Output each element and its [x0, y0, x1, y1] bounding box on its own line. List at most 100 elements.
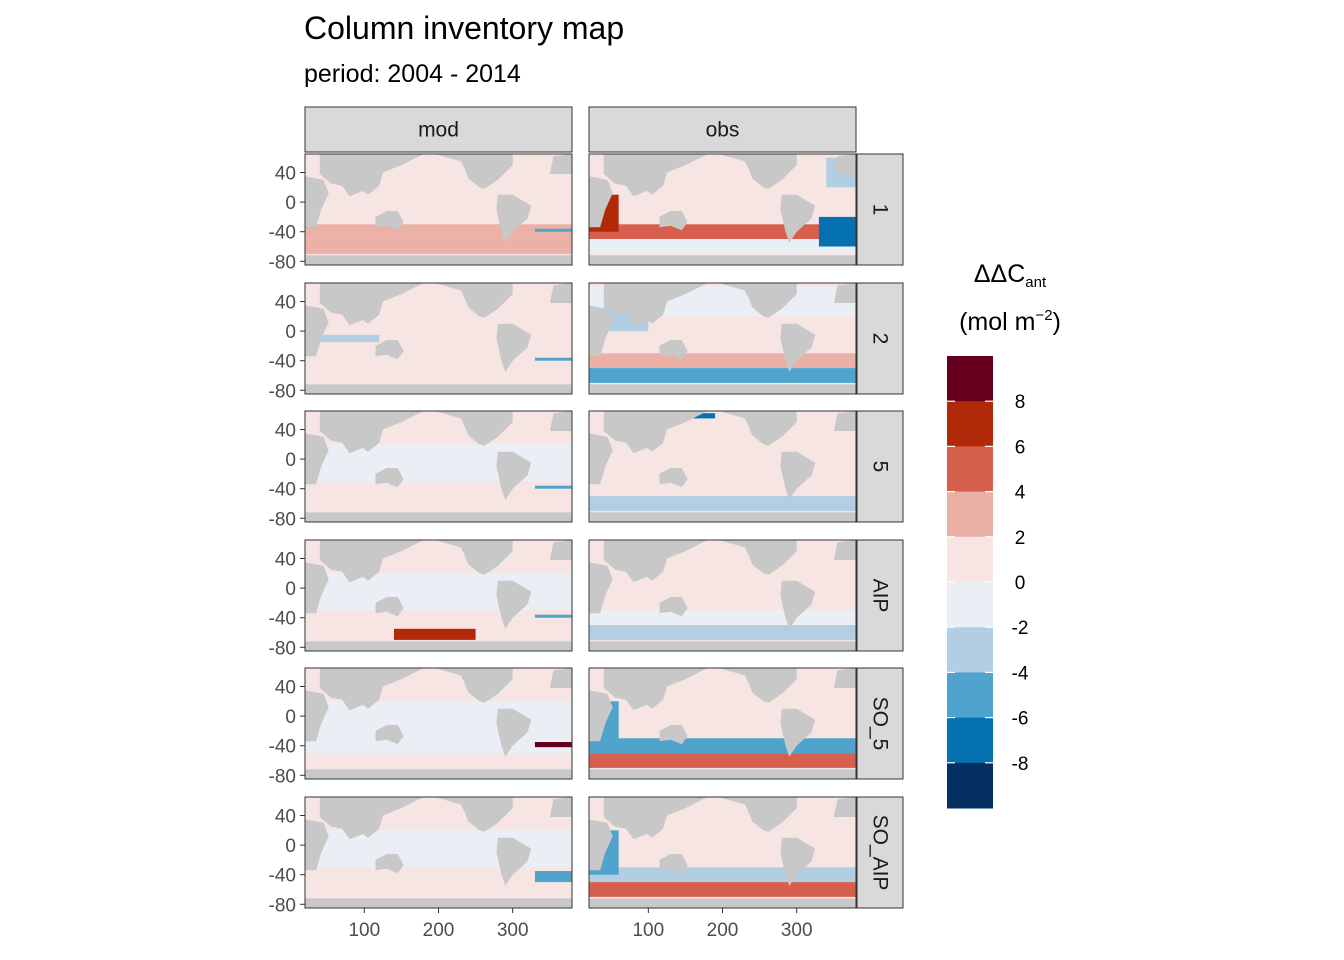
legend-label: 0: [1015, 573, 1026, 594]
asia-shape: [603, 797, 708, 840]
lat-band: [305, 882, 572, 897]
legend-swatch: [947, 717, 993, 764]
lat-band: [589, 625, 856, 640]
antarctica-shape: [589, 384, 856, 394]
lat-band: [589, 368, 856, 383]
lat-band: [305, 353, 572, 369]
y-tick-label: 40: [275, 421, 296, 442]
panel-border: [304, 282, 573, 395]
lat-band: [305, 224, 572, 240]
panel-border: [304, 153, 573, 266]
lat-band: [305, 701, 572, 739]
y-tick-label: -40: [269, 609, 296, 630]
legend-label: 6: [1015, 437, 1026, 458]
anomaly-cell: [534, 228, 572, 232]
row-strip-label: 5: [869, 461, 892, 473]
row-strip-5: [856, 410, 904, 523]
lat-band: [305, 496, 572, 511]
lat-band: [305, 481, 572, 497]
north-america-shape: [434, 668, 513, 703]
antarctica-shape: [589, 641, 856, 651]
south-america-shape: [780, 451, 816, 500]
asia-shape: [319, 540, 424, 583]
north-america-shape: [718, 154, 797, 189]
y-tick-label: -40: [269, 866, 296, 887]
lat-band: [305, 239, 572, 254]
europe-shape: [549, 154, 572, 174]
lat-band: [589, 481, 856, 497]
antarctica-shape: [589, 898, 856, 908]
panel-border: [588, 153, 857, 266]
europe-shape: [833, 668, 856, 688]
lat-band: [589, 353, 856, 369]
anomaly-cell: [319, 334, 380, 343]
lat-band: [305, 187, 572, 225]
lat-band: [589, 830, 856, 868]
lat-band: [589, 701, 856, 739]
col-strip-label: mod: [418, 119, 459, 142]
row-strip-SO_5: [856, 667, 904, 780]
y-tick-label: 40: [275, 164, 296, 185]
legend-label: -6: [1012, 709, 1029, 730]
legend-swatch: [947, 672, 993, 719]
x-tick-label: 100: [348, 920, 380, 941]
panel-mod-5: [304, 410, 573, 523]
row-strip-label: 2: [869, 333, 892, 345]
south-america-shape: [780, 323, 816, 372]
legend-label: -8: [1012, 754, 1029, 775]
panel-mod-2: [304, 282, 573, 395]
y-tick-label: -80: [269, 381, 296, 402]
antarctica-shape: [305, 512, 572, 522]
legend-label: 8: [1015, 392, 1026, 413]
legend-swatch: [947, 356, 993, 402]
asia-shape: [603, 411, 708, 454]
lat-band: [589, 882, 856, 897]
south-america-shape: [496, 708, 532, 757]
africa-shape: [589, 433, 613, 485]
row-strip-2: [856, 282, 904, 395]
anomaly-cell: [534, 614, 572, 618]
africa-shape: [589, 562, 613, 614]
lat-band: [589, 610, 856, 626]
panel-obs-5: [588, 410, 857, 523]
north-america-shape: [434, 283, 513, 318]
asia-shape: [319, 154, 424, 197]
north-america-shape: [718, 283, 797, 318]
anomaly-cell: [394, 628, 476, 640]
lat-band: [305, 830, 572, 868]
panel-border: [588, 539, 857, 652]
y-tick-label: 40: [275, 293, 296, 314]
x-tick-label: 100: [632, 920, 664, 941]
north-america-shape: [718, 540, 797, 575]
australia-shape: [659, 597, 688, 617]
panel-obs-2: [588, 282, 857, 395]
panel-border: [588, 410, 857, 523]
antarctica-shape: [305, 898, 572, 908]
row-strip-label: AIP: [869, 579, 892, 613]
south-america-shape: [780, 708, 816, 757]
legend-swatch: [947, 582, 993, 628]
north-america-shape: [434, 540, 513, 575]
lat-band: [589, 224, 856, 240]
x-tick-label: 200: [707, 920, 739, 941]
europe-shape: [833, 283, 856, 303]
col-strip-label: obs: [706, 119, 740, 142]
africa-shape: [305, 176, 329, 228]
panel-border: [304, 539, 573, 652]
europe-shape: [549, 668, 572, 688]
y-tick-label: 0: [285, 322, 296, 343]
antarctica-shape: [589, 255, 856, 265]
north-america-shape: [434, 154, 513, 189]
asia-shape: [319, 411, 424, 454]
chart-subtitle: period: 2004 - 2014: [304, 60, 521, 88]
row-strip-label: 1: [869, 204, 892, 216]
australia-shape: [375, 468, 404, 488]
south-america-shape: [780, 194, 816, 243]
legend-swatch: [947, 401, 993, 447]
lat-band: [589, 738, 856, 754]
x-tick-label: 300: [781, 920, 813, 941]
south-america-shape: [496, 580, 532, 629]
antarctica-shape: [305, 641, 572, 651]
europe-shape: [833, 411, 856, 431]
